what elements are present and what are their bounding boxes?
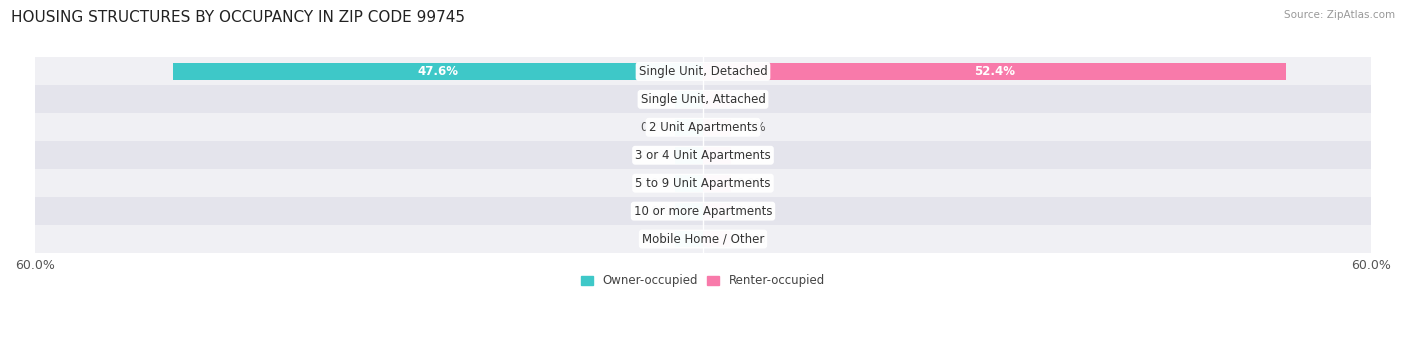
Text: 0.0%: 0.0%: [737, 205, 766, 218]
Bar: [675, 91, 703, 108]
Bar: [35, 57, 1371, 86]
Text: 0.0%: 0.0%: [640, 177, 669, 190]
Text: 0.0%: 0.0%: [640, 205, 669, 218]
Bar: [35, 86, 1371, 113]
Text: 0.0%: 0.0%: [640, 121, 669, 134]
Text: 0.0%: 0.0%: [640, 233, 669, 246]
Text: 0.0%: 0.0%: [640, 93, 669, 106]
Bar: [35, 113, 1371, 141]
Text: 52.4%: 52.4%: [974, 65, 1015, 78]
Bar: [703, 175, 731, 192]
Bar: [703, 147, 731, 163]
Text: Single Unit, Detached: Single Unit, Detached: [638, 65, 768, 78]
Bar: [675, 119, 703, 136]
Text: 0.0%: 0.0%: [737, 121, 766, 134]
Text: 2 Unit Apartments: 2 Unit Apartments: [648, 121, 758, 134]
Legend: Owner-occupied, Renter-occupied: Owner-occupied, Renter-occupied: [576, 270, 830, 292]
Bar: [675, 147, 703, 163]
Bar: [675, 231, 703, 248]
Bar: [675, 203, 703, 220]
Text: Source: ZipAtlas.com: Source: ZipAtlas.com: [1284, 10, 1395, 20]
Text: HOUSING STRUCTURES BY OCCUPANCY IN ZIP CODE 99745: HOUSING STRUCTURES BY OCCUPANCY IN ZIP C…: [11, 10, 465, 25]
Text: 0.0%: 0.0%: [737, 233, 766, 246]
Bar: [35, 225, 1371, 253]
Text: 47.6%: 47.6%: [418, 65, 458, 78]
Text: 10 or more Apartments: 10 or more Apartments: [634, 205, 772, 218]
Bar: [703, 203, 731, 220]
Bar: [173, 63, 703, 80]
Bar: [703, 91, 731, 108]
Bar: [675, 175, 703, 192]
Text: 3 or 4 Unit Apartments: 3 or 4 Unit Apartments: [636, 149, 770, 162]
Text: 5 to 9 Unit Apartments: 5 to 9 Unit Apartments: [636, 177, 770, 190]
Bar: [35, 197, 1371, 225]
Bar: [35, 141, 1371, 169]
Bar: [703, 231, 731, 248]
Text: Single Unit, Attached: Single Unit, Attached: [641, 93, 765, 106]
Bar: [703, 119, 731, 136]
Bar: [703, 63, 1286, 80]
Bar: [35, 169, 1371, 197]
Text: 0.0%: 0.0%: [737, 177, 766, 190]
Text: Mobile Home / Other: Mobile Home / Other: [641, 233, 765, 246]
Text: 0.0%: 0.0%: [737, 93, 766, 106]
Text: 0.0%: 0.0%: [737, 149, 766, 162]
Text: 0.0%: 0.0%: [640, 149, 669, 162]
